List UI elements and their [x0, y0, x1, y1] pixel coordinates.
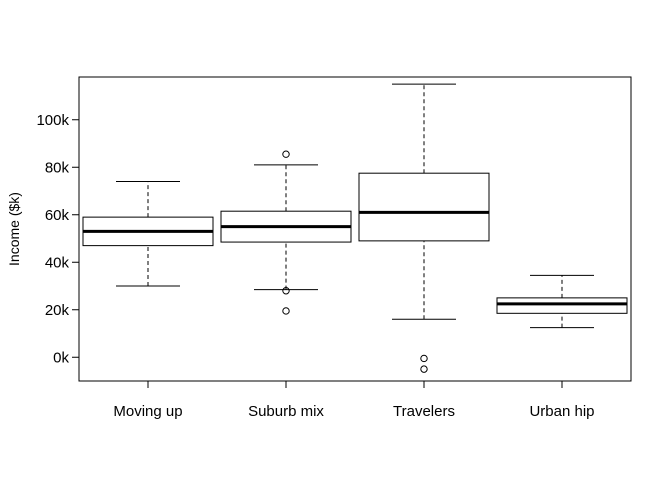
x-tick-label: Travelers [393, 403, 455, 420]
box-group [82, 181, 214, 287]
x-axis: Moving up Suburb mix Travelers Urban hip [113, 381, 595, 420]
outlier-point [282, 150, 290, 158]
y-tick-label: 40k [45, 254, 70, 271]
y-tick-label: 100k [36, 112, 69, 129]
iqr-box [358, 172, 490, 242]
y-axis: 0k 20k 40k 60k 80k 100k [36, 112, 79, 366]
iqr-box [496, 297, 628, 314]
outlier-point [420, 354, 428, 363]
outlier-point [420, 365, 428, 373]
y-tick-label: 60k [45, 207, 70, 224]
outlier-point [282, 307, 290, 315]
box-group [358, 83, 490, 373]
box-group [496, 274, 628, 329]
y-tick-label: 20k [45, 302, 70, 319]
plot-frame [78, 76, 632, 382]
outlier-point [282, 287, 290, 295]
y-tick-label: 0k [53, 349, 69, 366]
boxes [82, 83, 628, 373]
y-axis-title: Income ($k) [6, 192, 22, 266]
x-tick-label: Suburb mix [248, 403, 324, 420]
box-group [220, 150, 352, 315]
y-tick-label: 80k [45, 159, 70, 176]
x-tick-label: Moving up [113, 403, 182, 420]
x-tick-label: Urban hip [529, 403, 594, 420]
